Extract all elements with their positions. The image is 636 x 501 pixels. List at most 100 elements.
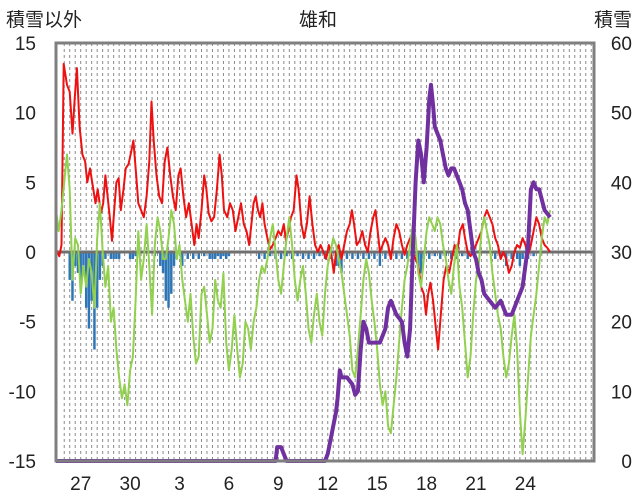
bar bbox=[164, 252, 168, 301]
bar bbox=[131, 252, 135, 259]
bar bbox=[128, 252, 132, 259]
bar bbox=[117, 252, 121, 259]
x-tick-label: 30 bbox=[120, 474, 141, 495]
right-axis-title: 積雪 bbox=[594, 9, 632, 31]
bar bbox=[159, 252, 162, 266]
bar bbox=[466, 252, 469, 259]
series-line-3 bbox=[56, 82, 552, 463]
bar bbox=[461, 252, 464, 257]
bar bbox=[296, 252, 299, 257]
bar bbox=[186, 252, 189, 259]
bar bbox=[340, 252, 343, 273]
bar bbox=[268, 252, 272, 257]
bar bbox=[227, 252, 231, 257]
bar bbox=[351, 252, 354, 259]
right-y-axis: 60 50 40 30 20 10 0 bbox=[611, 34, 632, 473]
bar bbox=[367, 252, 371, 259]
bar bbox=[192, 252, 195, 259]
x-tick-label: 18 bbox=[416, 474, 437, 495]
bar bbox=[134, 252, 137, 257]
bar bbox=[378, 252, 382, 266]
bar bbox=[202, 252, 206, 257]
bar bbox=[79, 252, 82, 287]
bar bbox=[362, 252, 365, 259]
bar bbox=[197, 252, 200, 259]
right-tick-label: 10 bbox=[611, 382, 632, 403]
left-y-axis: 15 10 5 0 -5 -10 -15 bbox=[9, 34, 36, 473]
left-tick-label: 10 bbox=[15, 104, 36, 125]
bar bbox=[406, 252, 409, 259]
bar bbox=[211, 252, 214, 259]
x-tick-label: 3 bbox=[174, 474, 185, 495]
bar bbox=[257, 252, 261, 259]
left-tick-label: -5 bbox=[19, 313, 36, 334]
bar bbox=[216, 252, 220, 257]
bar bbox=[518, 252, 522, 266]
left-tick-label: -10 bbox=[9, 382, 36, 403]
bar bbox=[307, 252, 310, 259]
right-tick-label: 30 bbox=[611, 243, 632, 264]
vertical-gridlines bbox=[63, 43, 592, 461]
series-line-2 bbox=[55, 153, 552, 455]
x-tick-label: 12 bbox=[317, 474, 338, 495]
bar bbox=[104, 252, 107, 259]
bar bbox=[428, 252, 431, 259]
bar bbox=[285, 252, 288, 257]
line-series bbox=[55, 62, 552, 463]
bar bbox=[109, 252, 113, 259]
right-tick-label: 0 bbox=[621, 452, 632, 473]
bar bbox=[213, 252, 217, 259]
right-tick-label: 20 bbox=[611, 313, 632, 334]
bar bbox=[515, 252, 519, 259]
bar bbox=[417, 252, 420, 266]
bar bbox=[167, 252, 170, 308]
bar bbox=[318, 252, 321, 257]
bar bbox=[450, 252, 453, 259]
x-tick-label: 27 bbox=[70, 474, 91, 495]
bar bbox=[98, 252, 102, 280]
bar bbox=[439, 252, 442, 259]
bar bbox=[312, 252, 316, 259]
bar bbox=[279, 252, 283, 259]
bar bbox=[510, 252, 513, 259]
x-tick-label: 6 bbox=[224, 474, 235, 495]
bar bbox=[170, 252, 173, 294]
bar bbox=[208, 252, 211, 259]
bar bbox=[95, 252, 99, 308]
bar bbox=[172, 252, 176, 266]
x-tick-label: 24 bbox=[515, 474, 537, 495]
bar bbox=[384, 252, 387, 259]
bar bbox=[219, 252, 222, 259]
bar bbox=[73, 252, 77, 266]
left-tick-label: 15 bbox=[15, 34, 36, 55]
bar bbox=[419, 252, 423, 273]
bar bbox=[301, 252, 305, 259]
bar bbox=[222, 252, 225, 257]
bar bbox=[224, 252, 228, 259]
left-tick-label: 0 bbox=[25, 243, 36, 264]
bar bbox=[82, 252, 85, 273]
x-axis: 27 30 3 6 9 12 15 18 21 24 bbox=[70, 474, 536, 495]
left-tick-label: 5 bbox=[25, 173, 36, 194]
bar bbox=[263, 252, 266, 259]
bar bbox=[87, 252, 91, 329]
bar bbox=[433, 252, 437, 257]
bar bbox=[395, 252, 398, 259]
bar bbox=[345, 252, 349, 259]
bar bbox=[115, 252, 118, 259]
right-tick-label: 60 bbox=[611, 34, 632, 55]
x-tick-label: 15 bbox=[367, 474, 388, 495]
plot-frame bbox=[54, 41, 596, 463]
x-tick-label: 21 bbox=[465, 474, 486, 495]
bar bbox=[112, 252, 115, 259]
bar bbox=[356, 252, 360, 259]
left-tick-label: -15 bbox=[9, 452, 36, 473]
bar bbox=[181, 252, 184, 266]
bar bbox=[373, 252, 376, 259]
bar bbox=[493, 252, 497, 259]
bar bbox=[532, 252, 535, 257]
left-axis-title: 積雪以外 bbox=[6, 9, 82, 31]
bar bbox=[161, 252, 165, 273]
bar bbox=[76, 252, 80, 273]
